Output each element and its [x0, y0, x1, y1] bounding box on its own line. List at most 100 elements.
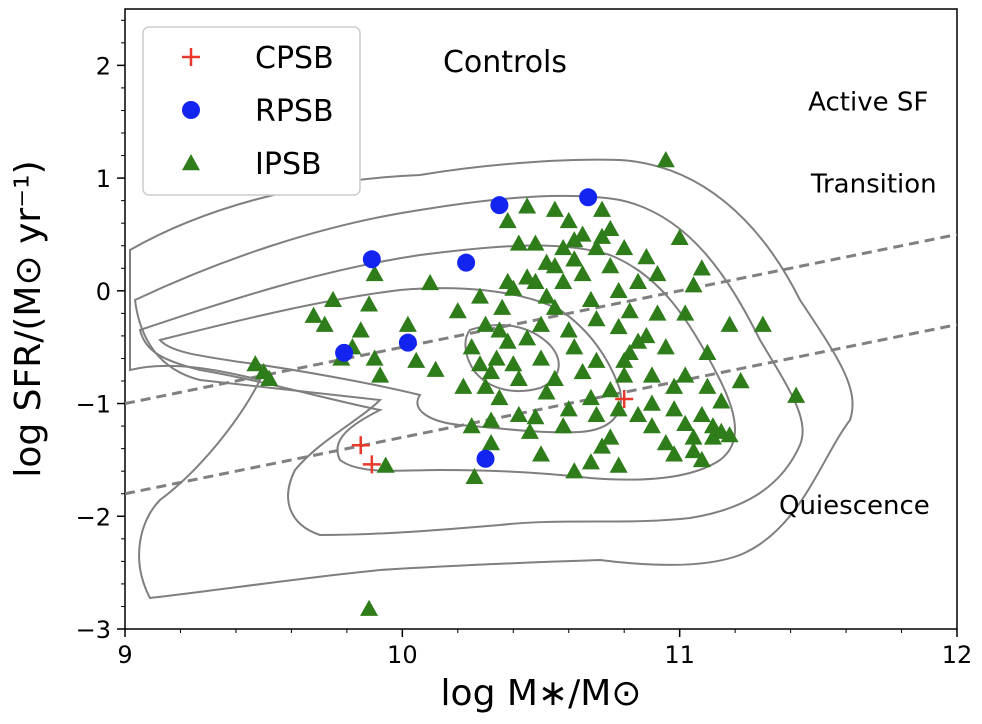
x-tick-label: 10 — [387, 641, 418, 669]
point-ipsb — [365, 264, 384, 282]
point-rpsb — [362, 250, 381, 269]
point-ipsb — [665, 400, 684, 417]
point-ipsb — [476, 315, 495, 332]
x-tick-label: 9 — [117, 641, 132, 669]
point-ipsb — [407, 351, 426, 368]
x-axis: 9 10 11 12 — [117, 629, 972, 669]
y-tick-label: −2 — [76, 503, 111, 531]
point-ipsb — [532, 315, 550, 332]
point-ipsb — [545, 369, 564, 386]
point-ipsb — [498, 211, 517, 229]
point-ipsb — [609, 456, 628, 473]
point-ipsb — [351, 321, 370, 338]
point-ipsb — [720, 315, 739, 332]
point-ipsb — [304, 306, 323, 323]
point-ipsb — [629, 405, 648, 423]
point-ipsb — [398, 315, 417, 332]
legend-marker-rpsb — [182, 101, 200, 119]
legend-label-cpsb: CPSB — [255, 41, 334, 76]
point-ipsb — [648, 304, 667, 321]
point-ipsb — [581, 453, 600, 470]
point-ipsb — [260, 369, 279, 386]
point-ipsb — [692, 259, 711, 276]
point-ipsb — [498, 272, 517, 289]
point-ipsb — [684, 428, 703, 445]
point-ipsb — [462, 417, 481, 434]
region-label: Active SF — [808, 87, 928, 117]
x-axis-label: log M∗/M⊙ — [441, 673, 642, 714]
point-ipsb — [559, 211, 578, 229]
point-ipsb — [587, 238, 606, 256]
point-ipsb — [482, 434, 501, 451]
point-ipsb — [454, 377, 473, 394]
point-cpsb — [362, 455, 381, 474]
point-ipsb — [593, 437, 612, 454]
legend-marker-ipsb — [182, 154, 200, 171]
point-ipsb — [676, 414, 695, 432]
y-tick-label: −3 — [76, 616, 111, 644]
contour-3 — [138, 244, 736, 481]
point-ipsb — [565, 462, 584, 479]
legend-label-rpsb: RPSB — [255, 94, 334, 129]
point-ipsb — [615, 366, 634, 383]
point-ipsb — [324, 290, 342, 308]
point-ipsb — [559, 321, 578, 338]
point-ipsb — [532, 349, 550, 366]
density-contours — [129, 158, 854, 600]
point-rpsb — [476, 449, 495, 468]
point-ipsb — [684, 441, 703, 459]
point-ipsb — [360, 295, 379, 312]
plot-frame — [124, 8, 958, 630]
point-ipsb — [753, 315, 772, 332]
contour-4 — [158, 287, 622, 434]
region-label: Quiescence — [779, 491, 930, 521]
point-ipsb — [518, 329, 537, 346]
point-ipsb — [365, 349, 384, 366]
point-ipsb — [601, 219, 620, 237]
point-ipsb — [703, 428, 722, 445]
point-ipsb — [490, 388, 509, 406]
point-ipsb — [482, 411, 501, 428]
point-ipsb — [698, 377, 717, 394]
region-label: Transition — [810, 170, 937, 200]
point-ipsb — [246, 355, 265, 372]
point-ipsb — [470, 287, 489, 304]
point-ipsb — [587, 310, 606, 327]
point-ipsb — [537, 253, 556, 270]
point-ipsb — [520, 422, 539, 439]
point-ipsb — [518, 197, 537, 214]
point-ipsb — [712, 392, 731, 409]
point-ipsb — [601, 428, 620, 445]
point-ipsb — [676, 366, 695, 383]
y-tick-label: 1 — [96, 165, 111, 193]
point-cpsb — [351, 436, 370, 455]
point-ipsb — [421, 273, 440, 291]
point-ipsb — [665, 377, 684, 394]
point-ipsb — [426, 360, 445, 377]
point-ipsb — [476, 377, 495, 394]
point-rpsb — [335, 343, 354, 362]
point-ipsb — [698, 343, 717, 361]
point-ipsb — [565, 250, 584, 267]
point-cpsb — [615, 390, 634, 409]
chart-title: Controls — [443, 45, 567, 80]
point-ipsb — [537, 287, 556, 304]
point-ipsb — [315, 315, 334, 332]
point-ipsb — [487, 349, 506, 366]
legend-label-ipsb: IPSB — [255, 147, 322, 182]
point-ipsb — [376, 456, 395, 473]
point-ipsb — [565, 338, 584, 355]
point-ipsb — [526, 272, 545, 289]
point-ipsb — [545, 298, 564, 315]
y-tick-label: 2 — [96, 52, 111, 80]
point-ipsb — [692, 450, 711, 468]
point-rpsb — [490, 196, 509, 215]
contour-2 — [133, 194, 804, 537]
point-ipsb — [360, 599, 379, 616]
dividing-line-lower — [125, 323, 957, 496]
point-ipsb — [656, 434, 675, 451]
point-ipsb — [629, 332, 648, 349]
point-ipsb — [615, 238, 634, 256]
point-ipsb — [573, 225, 592, 242]
